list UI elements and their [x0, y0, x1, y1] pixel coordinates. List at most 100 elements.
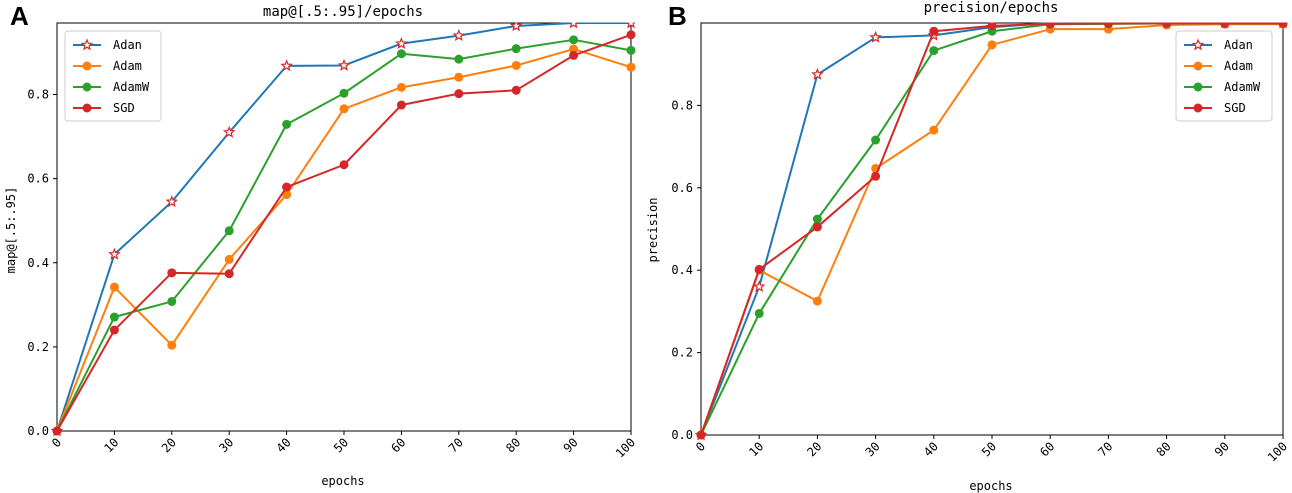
- data-point-sgd: [396, 100, 406, 110]
- data-point-sgd: [929, 26, 939, 36]
- data-point-adan: [626, 22, 636, 29]
- legend-label-sgd: SGD: [1224, 101, 1246, 115]
- data-point-adam: [812, 296, 822, 306]
- data-point-adan: [569, 22, 579, 29]
- legend-label-sgd: SGD: [113, 101, 135, 115]
- chart-title-b: precision/epochs: [924, 0, 1059, 16]
- data-point-adamw: [454, 54, 464, 64]
- x-tick-label: 60: [388, 435, 408, 455]
- data-point-adamw: [396, 49, 406, 59]
- y-tick-label: 0.0: [671, 428, 693, 442]
- data-point-adam: [339, 104, 349, 114]
- legend-label-adan: Adan: [1224, 38, 1253, 52]
- y-axis-label-a: map@[.5:.95]: [4, 187, 18, 274]
- data-point-adam: [987, 40, 997, 50]
- legend-label-adam: Adam: [113, 59, 142, 73]
- data-point-sgd: [167, 268, 177, 278]
- legend-marker-adamw: [82, 82, 92, 92]
- legend-marker-adam: [1193, 61, 1203, 71]
- data-point-sgd: [1278, 22, 1288, 28]
- x-tick-label: 90: [1212, 439, 1232, 459]
- data-point-adamw: [871, 135, 881, 145]
- data-point-adan: [395, 36, 408, 49]
- data-point-adamw: [929, 46, 939, 56]
- data-point-adam: [167, 340, 177, 350]
- data-point-adan: [452, 29, 466, 41]
- x-tick-label: 10: [746, 439, 766, 459]
- data-point-adam: [224, 254, 234, 264]
- legend-marker-sgd: [82, 103, 92, 113]
- data-point-sgd: [1162, 22, 1172, 28]
- legend-marker-adan: [80, 38, 94, 51]
- legend: [64, 30, 162, 122]
- data-point-sgd: [224, 269, 234, 279]
- data-point-adan: [222, 125, 236, 138]
- y-axis-label-b: precision: [646, 197, 660, 262]
- plot-area: [695, 22, 1288, 441]
- data-point-sgd: [812, 222, 822, 232]
- data-point-sgd: [696, 430, 706, 440]
- x-tick-label: 30: [216, 435, 236, 455]
- x-tick-label: 30: [863, 439, 883, 459]
- legend-label-adan: Adan: [113, 38, 142, 52]
- y-tick-label: 0.2: [27, 340, 49, 354]
- data-point-adan: [280, 59, 293, 72]
- data-point-sgd: [282, 182, 292, 192]
- x-tick-label: 100: [1265, 439, 1290, 464]
- data-point-sgd: [871, 171, 881, 181]
- data-point-adan: [337, 58, 351, 71]
- legend-label-adam: Adam: [1224, 59, 1253, 73]
- data-point-adam: [454, 72, 464, 82]
- y-tick-label: 0.6: [27, 172, 49, 186]
- legend-marker-adam: [82, 61, 92, 71]
- x-tick-label: 40: [274, 435, 294, 455]
- data-point-sgd: [511, 85, 521, 95]
- legend-label-adamw: AdamW: [1224, 80, 1261, 94]
- x-tick-label: 80: [503, 435, 523, 455]
- data-point-adan: [165, 195, 179, 208]
- x-tick-label: 70: [446, 435, 466, 455]
- panel-a: A map@[.5:.95]/epochs epochs map@[.5:.95…: [4, 1, 638, 488]
- data-point-adan: [752, 280, 766, 293]
- x-axis-label-b: epochs: [969, 479, 1012, 493]
- panel-letter-a: A: [10, 1, 29, 31]
- y-tick-label: 0.4: [671, 263, 693, 277]
- data-point-adan: [108, 247, 121, 260]
- data-point-adam: [396, 82, 406, 92]
- plot-area: [51, 22, 636, 437]
- y-tick-label: 0.2: [671, 346, 693, 360]
- data-point-adam: [569, 44, 579, 54]
- x-tick-label: 10: [101, 435, 121, 455]
- x-tick-label: 0: [693, 439, 708, 454]
- data-point-adan: [509, 22, 523, 32]
- legend-marker-adan: [1191, 38, 1205, 51]
- data-point-adamw: [224, 226, 234, 236]
- data-point-adamw: [109, 312, 119, 322]
- x-tick-label: 100: [613, 435, 638, 460]
- data-point-adamw: [812, 214, 822, 224]
- legend-marker-sgd: [1193, 103, 1203, 113]
- x-tick-label: 50: [331, 435, 351, 455]
- y-tick-label: 0.0: [27, 424, 49, 438]
- data-point-adamw: [569, 35, 579, 45]
- data-point-sgd: [1220, 22, 1230, 28]
- data-point-sgd: [1045, 22, 1055, 29]
- data-point-sgd: [454, 89, 464, 99]
- y-tick-label: 0.8: [27, 88, 49, 102]
- data-point-adam: [626, 62, 636, 72]
- x-tick-label: 0: [49, 435, 64, 450]
- data-point-adamw: [626, 45, 636, 55]
- data-point-adamw: [754, 308, 764, 318]
- x-tick-label: 50: [979, 439, 999, 459]
- data-point-adam: [109, 282, 119, 292]
- panel-b: B precision/epochs epochs precision 0 10 2…: [646, 0, 1290, 493]
- x-tick-label: 80: [1154, 439, 1174, 459]
- data-point-sgd: [987, 22, 997, 31]
- data-point-adam: [929, 125, 939, 135]
- x-axis-label-a: epochs: [321, 474, 364, 488]
- data-point-sgd: [109, 325, 119, 335]
- y-tick-label: 0.8: [671, 98, 693, 112]
- x-tick-label: 40: [921, 439, 941, 459]
- x-tick-label: 20: [159, 435, 179, 455]
